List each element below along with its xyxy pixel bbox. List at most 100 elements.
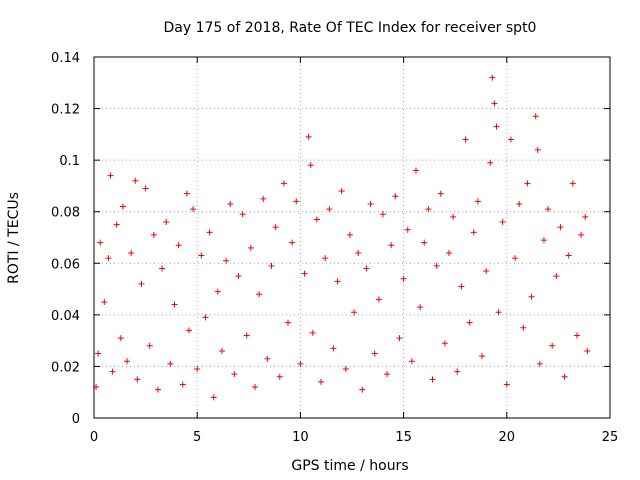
data-point <box>142 185 149 192</box>
y-tick-label: 0 <box>72 412 80 427</box>
data-point <box>454 368 461 375</box>
data-points <box>93 74 591 401</box>
data-point <box>441 340 448 347</box>
data-point <box>218 347 225 354</box>
data-point <box>150 231 157 238</box>
data-point <box>421 239 428 246</box>
x-tick-label: 25 <box>602 430 619 445</box>
data-point <box>371 350 378 357</box>
data-point <box>483 268 490 275</box>
data-point <box>375 296 382 303</box>
data-point <box>359 386 366 393</box>
data-point <box>338 188 345 195</box>
data-point <box>346 231 353 238</box>
data-point <box>565 252 572 259</box>
data-point <box>532 113 539 120</box>
data-point <box>256 291 263 298</box>
data-point <box>163 219 170 226</box>
data-point <box>171 301 178 308</box>
data-point <box>280 180 287 187</box>
data-point <box>183 190 190 197</box>
data-point <box>516 200 523 207</box>
data-point <box>489 74 496 81</box>
data-point <box>578 231 585 238</box>
data-point <box>117 335 124 342</box>
data-point <box>524 180 531 187</box>
data-point <box>95 350 102 357</box>
x-tick-labels: 0 5 10 15 20 25 <box>90 430 618 445</box>
data-point <box>247 244 254 251</box>
data-point <box>342 366 349 373</box>
data-point <box>450 213 457 220</box>
data-point <box>223 257 230 264</box>
data-point <box>379 211 386 218</box>
data-point <box>260 195 267 202</box>
data-point <box>384 371 391 378</box>
data-point <box>536 360 543 367</box>
data-point <box>289 239 296 246</box>
data-point <box>119 203 126 210</box>
data-point <box>313 216 320 223</box>
data-point <box>520 324 527 331</box>
y-tick-label: 0.08 <box>51 206 80 221</box>
data-point <box>301 270 308 277</box>
data-point <box>167 360 174 367</box>
y-tick-label: 0.06 <box>51 257 80 272</box>
data-point <box>400 275 407 282</box>
data-point <box>175 242 182 249</box>
data-point <box>417 304 424 311</box>
data-point <box>474 198 481 205</box>
data-point <box>202 314 209 321</box>
data-point <box>528 293 535 300</box>
plot-frame <box>93 56 611 419</box>
data-point <box>367 200 374 207</box>
y-tick-label: 0.1 <box>59 154 80 169</box>
x-tick-label: 0 <box>90 430 98 445</box>
data-point <box>355 249 362 256</box>
x-tick-label: 20 <box>499 430 516 445</box>
y-tick-label: 0.02 <box>51 360 80 375</box>
data-point <box>235 273 242 280</box>
data-point <box>330 345 337 352</box>
data-point <box>499 219 506 226</box>
data-point <box>425 206 432 213</box>
data-point <box>128 249 135 256</box>
data-point <box>573 332 580 339</box>
data-point <box>264 355 271 362</box>
data-point <box>185 327 192 334</box>
data-point <box>243 332 250 339</box>
data-point <box>307 162 314 169</box>
data-point <box>109 368 116 375</box>
data-point <box>134 376 141 383</box>
axis-ticks <box>93 56 611 419</box>
data-point <box>503 381 510 388</box>
x-tick-label: 5 <box>193 430 201 445</box>
data-point <box>285 319 292 326</box>
data-point <box>493 123 500 130</box>
data-point <box>388 242 395 249</box>
data-point <box>363 265 370 272</box>
data-point <box>495 309 502 316</box>
data-point <box>318 378 325 385</box>
data-point <box>479 353 486 360</box>
data-point <box>557 224 564 231</box>
data-point <box>512 255 519 262</box>
data-point <box>132 177 139 184</box>
data-point <box>322 255 329 262</box>
data-point <box>507 136 514 143</box>
data-point <box>154 386 161 393</box>
data-point <box>309 329 316 336</box>
data-point <box>210 394 217 401</box>
y-tick-label: 0.12 <box>51 103 80 118</box>
data-point <box>159 265 166 272</box>
data-point <box>412 167 419 174</box>
data-point <box>540 237 547 244</box>
data-point <box>584 347 591 354</box>
data-point <box>214 288 221 295</box>
data-point <box>198 252 205 259</box>
data-point <box>272 224 279 231</box>
data-point <box>97 239 104 246</box>
data-point <box>429 376 436 383</box>
data-point <box>179 381 186 388</box>
